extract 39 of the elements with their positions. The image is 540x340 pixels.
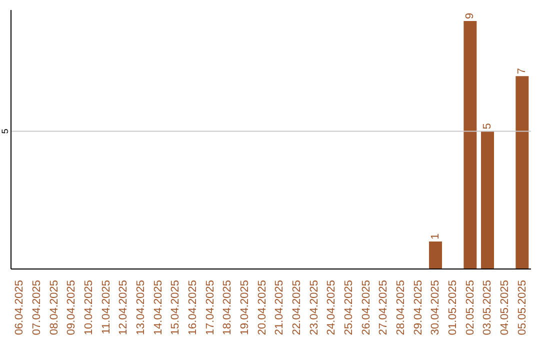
x-tick-label: 20.04.2025 bbox=[256, 280, 268, 336]
x-tick-label: 02.05.2025 bbox=[464, 280, 476, 336]
x-tick-label: 04.05.2025 bbox=[499, 280, 511, 336]
bar bbox=[516, 76, 529, 269]
data-label: 1 bbox=[430, 233, 442, 240]
x-tick-label: 28.04.2025 bbox=[395, 280, 407, 336]
bar bbox=[464, 21, 477, 269]
x-tick-label: 11.04.2025 bbox=[100, 280, 112, 334]
x-tick-label: 17.04.2025 bbox=[204, 280, 216, 336]
x-tick-label: 12.04.2025 bbox=[118, 280, 130, 336]
x-tick-label: 18.04.2025 bbox=[222, 280, 234, 336]
x-tick-label: 19.04.2025 bbox=[239, 280, 251, 336]
x-tick-label: 22.04.2025 bbox=[291, 280, 303, 336]
x-tick-label: 23.04.2025 bbox=[308, 280, 320, 336]
x-tick-label: 09.04.2025 bbox=[66, 280, 78, 336]
x-tick-label: 14.04.2025 bbox=[152, 280, 164, 336]
x-tick-label: 10.04.2025 bbox=[83, 280, 95, 336]
x-tick-label: 06.04.2025 bbox=[14, 280, 26, 336]
data-label: 7 bbox=[516, 68, 528, 74]
x-tick-label: 26.04.2025 bbox=[360, 280, 372, 336]
ref-line-label: 5 bbox=[0, 128, 10, 134]
x-tick-label: 24.04.2025 bbox=[326, 280, 338, 336]
x-tick-label: 08.04.2025 bbox=[48, 280, 60, 336]
x-tick-label: 01.05.2025 bbox=[447, 280, 459, 336]
x-tick-label: 15.04.2025 bbox=[170, 280, 182, 336]
bar bbox=[481, 131, 494, 269]
x-tick-label: 30.04.2025 bbox=[430, 280, 442, 336]
data-label: 5 bbox=[482, 123, 494, 130]
x-tick-label: 27.04.2025 bbox=[378, 280, 390, 336]
x-tick-label: 03.05.2025 bbox=[482, 280, 494, 336]
x-tick-label: 16.04.2025 bbox=[187, 280, 199, 336]
data-label: 9 bbox=[464, 12, 476, 20]
x-tick-label: 07.04.2025 bbox=[31, 280, 43, 336]
x-tick-label: 05.05.2025 bbox=[516, 280, 528, 336]
x-tick-label: 13.04.2025 bbox=[135, 280, 147, 336]
x-tick-label: 25.04.2025 bbox=[343, 280, 355, 336]
bar bbox=[429, 241, 442, 269]
x-tick-label: 21.04.2025 bbox=[274, 280, 286, 336]
x-tick-label: 29.04.2025 bbox=[412, 280, 424, 336]
